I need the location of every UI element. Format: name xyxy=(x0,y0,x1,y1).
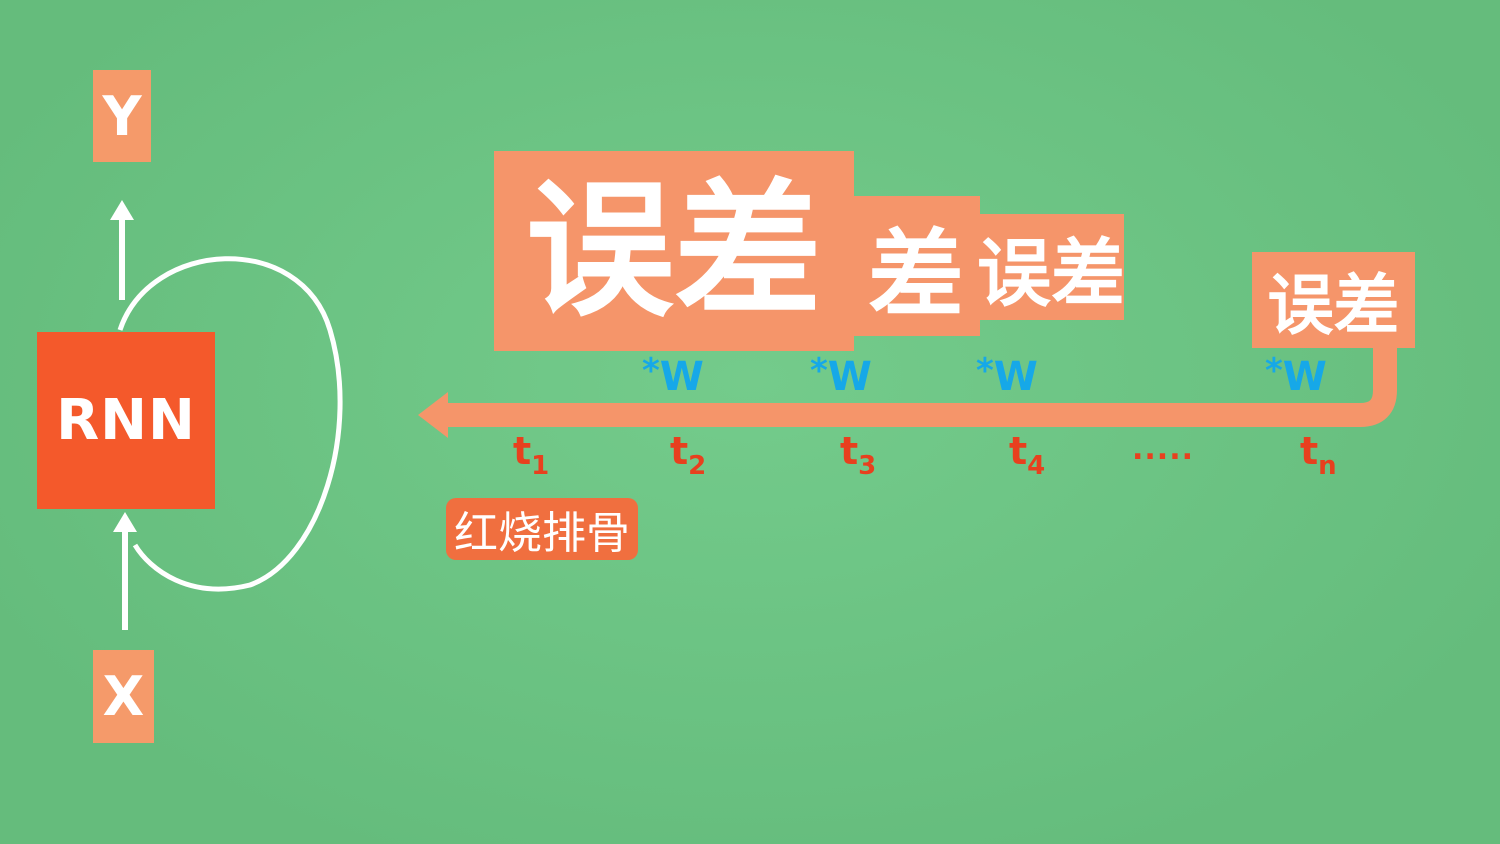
weight-label: *W xyxy=(1265,351,1327,400)
input-arrowhead xyxy=(113,512,137,532)
input-x-box: X xyxy=(93,650,154,743)
output-y-box: Y xyxy=(93,70,151,162)
error-label-origin: 误差 xyxy=(1252,252,1415,348)
error-label-medium: 差 xyxy=(852,196,980,336)
time-step-label: tn xyxy=(1300,429,1337,481)
error-label-small: 误差 xyxy=(977,214,1125,320)
time-step-label: t2 xyxy=(670,429,707,481)
time-step-ellipsis: ..... xyxy=(1132,432,1194,467)
note-label: 红烧排骨 xyxy=(446,498,638,560)
error-label-large: 误差 xyxy=(494,151,854,351)
weight-label: *W xyxy=(976,351,1038,400)
rnn-box: RNN xyxy=(37,332,215,509)
backprop-arrow-line xyxy=(440,345,1397,427)
weight-label: *W xyxy=(642,351,704,400)
time-step-label: t4 xyxy=(1009,429,1046,481)
output-arrowhead xyxy=(110,200,134,220)
recurrent-loop xyxy=(117,256,343,592)
backprop-arrowhead xyxy=(418,392,448,438)
time-step-label: t1 xyxy=(513,429,550,481)
weight-label: *W xyxy=(810,351,872,400)
time-step-label: t3 xyxy=(840,429,877,481)
